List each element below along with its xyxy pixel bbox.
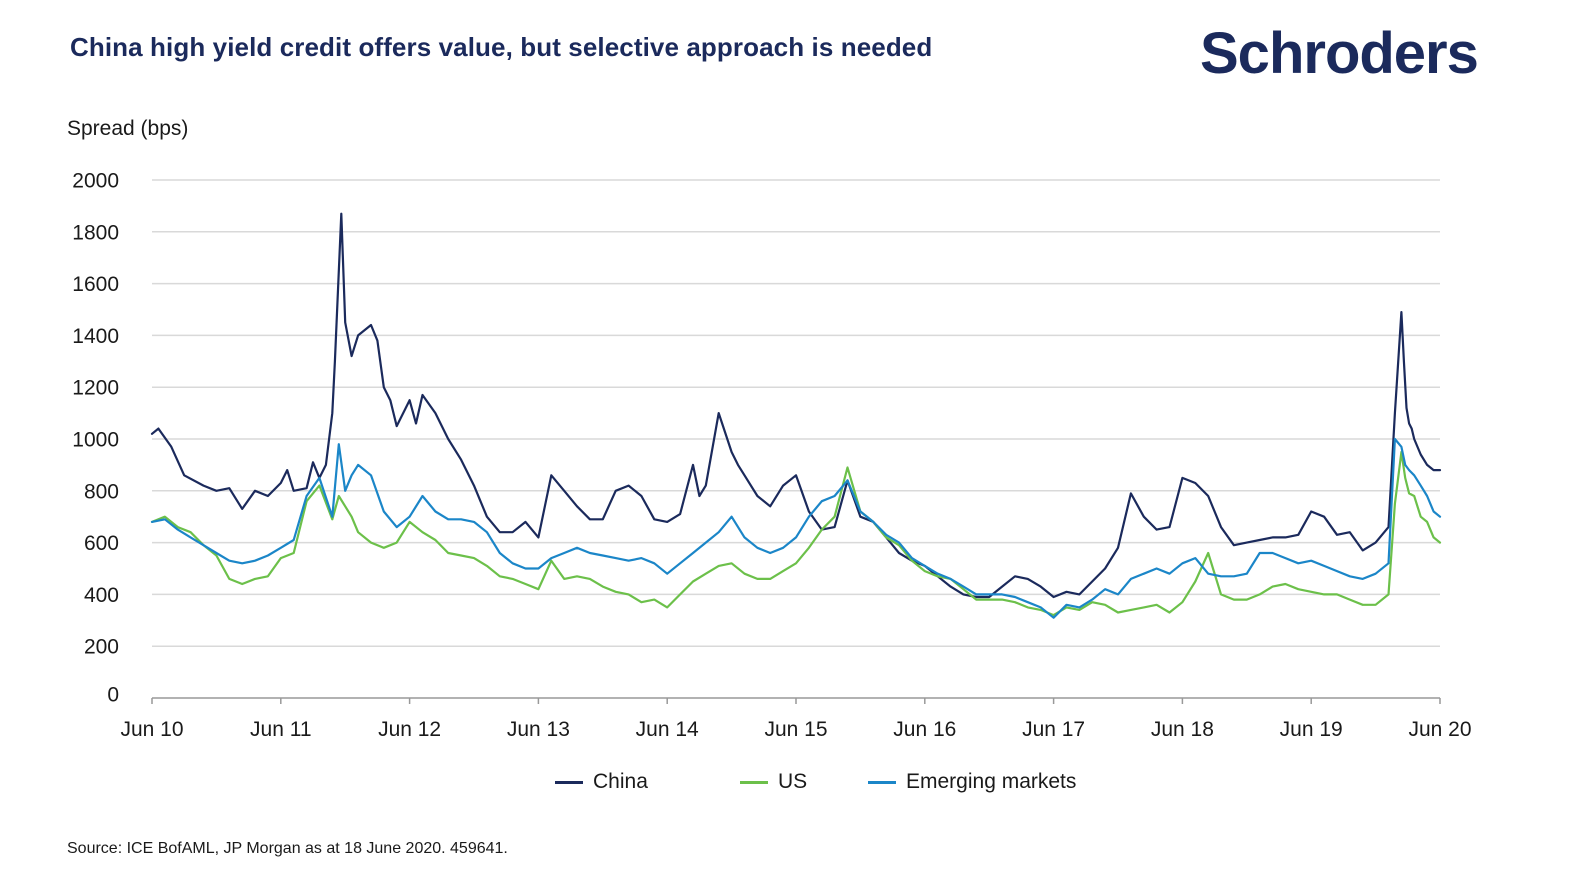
x-tick-label: Jun 16 <box>893 718 956 741</box>
legend: China US Emerging markets <box>0 770 1585 800</box>
legend-label-em: Emerging markets <box>906 770 1077 793</box>
x-tick-label: Jun 15 <box>764 718 827 741</box>
x-tick-label: Jun 12 <box>378 718 441 741</box>
y-tick-label: 1200 <box>72 377 119 400</box>
x-tick-label: Jun 19 <box>1280 718 1343 741</box>
legend-item-china: China <box>555 770 648 794</box>
x-tick-label: Jun 14 <box>636 718 699 741</box>
gridlines <box>152 179 1440 647</box>
y-axis-label: Spread (bps) <box>67 117 189 140</box>
x-tick-label: Jun 10 <box>120 718 183 741</box>
series-line-us <box>150 450 1442 617</box>
y-tick-label: 600 <box>84 532 119 555</box>
y-tick-label: 200 <box>84 636 119 659</box>
y-tick-label: 1000 <box>72 429 119 452</box>
legend-swatch-china <box>555 780 583 784</box>
x-tick-label: Jun 13 <box>507 718 570 741</box>
y-tick-label: 2000 <box>72 170 119 193</box>
x-tick-label: Jun 17 <box>1022 718 1085 741</box>
x-tick-label: Jun 11 <box>250 718 312 741</box>
legend-swatch-us <box>740 780 768 784</box>
legend-label-china: China <box>593 770 648 793</box>
y-tick-label: 1400 <box>72 325 119 348</box>
y-tick-label: 0 <box>107 684 119 707</box>
legend-item-us: US <box>740 770 807 794</box>
y-tick-label: 1800 <box>72 221 119 244</box>
legend-swatch-em <box>868 780 896 784</box>
y-tick-label: 1600 <box>72 273 119 296</box>
legend-item-em: Emerging markets <box>868 770 1076 794</box>
axes: 0 200 400 600 800 1000 1200 1400 1600 1800 2000 Jun… <box>72 170 1471 741</box>
x-tick-label: Jun 20 <box>1408 718 1471 741</box>
series-line-china <box>150 212 1442 599</box>
series-lines <box>150 212 1442 619</box>
chart-title: China high yield credit offers value, bu… <box>70 32 933 62</box>
schroders-logo: Schroders <box>1200 21 1479 86</box>
legend-label-us: US <box>778 770 808 793</box>
source-note: Source: ICE BofAML, JP Morgan as at 18 J… <box>67 840 508 857</box>
y-tick-label: 400 <box>84 584 119 607</box>
y-tick-label: 800 <box>84 480 119 503</box>
series-line-em <box>150 437 1442 619</box>
x-tick-label: Jun 18 <box>1151 718 1214 741</box>
